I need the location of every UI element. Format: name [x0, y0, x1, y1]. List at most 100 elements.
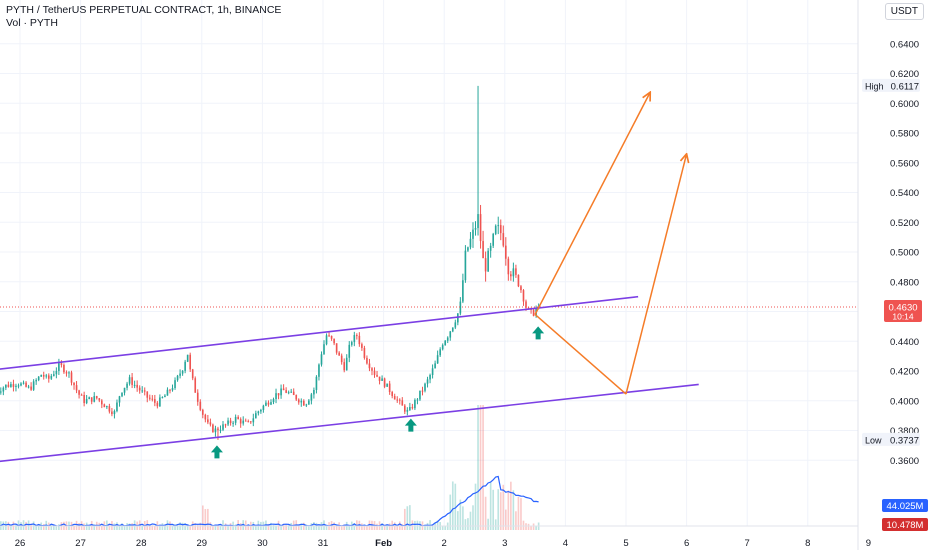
candle-body [40, 374, 43, 377]
x-tick-label: 4 [563, 538, 568, 549]
volume-bar [27, 520, 30, 530]
candle-body [454, 322, 457, 328]
low-label-value: 0.3737 [890, 435, 919, 446]
candle-body [512, 268, 515, 277]
y-tick-label: 0.5400 [890, 188, 919, 199]
volume-bar [325, 525, 328, 530]
candle-body [113, 411, 116, 415]
volume-bar [459, 499, 462, 530]
volume-bar [53, 525, 55, 530]
volume-bar [323, 520, 325, 530]
low-label-bg [862, 432, 920, 446]
candle-body [398, 399, 401, 401]
volume-bar [275, 525, 277, 530]
symbol-title[interactable]: PYTH / TetherUS PERPETUAL CONTRACT, 1h, … [6, 4, 282, 16]
candle-body [497, 225, 500, 227]
candle-body [262, 405, 265, 410]
candle-body [244, 420, 247, 422]
candle-body [300, 400, 303, 403]
candle-body [396, 399, 399, 401]
volume-bar [484, 496, 487, 530]
volume-bar [189, 525, 192, 530]
candle-body [386, 383, 388, 387]
candle-body [313, 389, 315, 395]
high-label-bg [862, 78, 920, 92]
candle-body [484, 258, 487, 272]
volume-bar [154, 525, 156, 530]
volume-bar [151, 525, 154, 530]
volume-bar [161, 523, 164, 530]
volume-bar [310, 523, 313, 530]
volume-bar [234, 524, 237, 530]
candle-body [459, 301, 462, 314]
candle-body [171, 388, 174, 391]
volume-bar [93, 524, 96, 530]
volume-bar [363, 525, 366, 530]
candle-body [191, 369, 194, 379]
volume-bar [128, 523, 131, 530]
x-tick-label: 5 [623, 538, 628, 549]
volume-bar [214, 525, 217, 530]
volume-bar [108, 523, 111, 530]
candle-body [464, 250, 467, 281]
volume-bar [305, 524, 308, 530]
volume-bar [201, 505, 204, 530]
candle-body [186, 354, 189, 362]
volume-bar [517, 496, 520, 530]
volume-bar [406, 506, 409, 530]
volume-bar [184, 523, 186, 530]
candle-body [217, 428, 219, 431]
upper-channel-line [0, 295, 639, 370]
candle-body [121, 392, 123, 397]
candle-body [479, 214, 482, 242]
volume-bar [229, 523, 232, 530]
support-arrow-3 [532, 326, 545, 340]
drawings [0, 92, 858, 463]
currency-selector[interactable]: USDT [884, 3, 924, 20]
volume-bar [512, 490, 515, 530]
candle-body [25, 382, 27, 387]
candle-body [209, 422, 212, 425]
candle-body [335, 343, 338, 353]
volume-bar [297, 525, 300, 530]
volume-bar [194, 523, 197, 530]
candle-body [53, 374, 55, 376]
candle-body [222, 424, 224, 430]
candle-body [525, 301, 527, 308]
candle-body [434, 363, 436, 369]
volume-bar [464, 519, 467, 530]
volume-bar [340, 525, 343, 530]
volume-bar [492, 489, 495, 530]
candle-body [292, 391, 295, 396]
volume-bar [113, 523, 116, 530]
candle-body [118, 396, 121, 403]
candle-body [63, 364, 65, 373]
candle-body [106, 406, 108, 408]
candle-body [232, 422, 234, 424]
candle-body [196, 392, 199, 402]
y-tick-label: 0.6200 [890, 69, 919, 80]
candle-body [151, 398, 154, 400]
candle-body [141, 390, 144, 392]
volume-bar [530, 525, 532, 530]
volume-bar [409, 505, 411, 530]
low-label-label: Low [865, 435, 882, 445]
volume-bar [10, 525, 12, 530]
candle-body [161, 397, 164, 399]
low-label: Low 0.3737 [862, 432, 920, 446]
volume-bar [204, 509, 207, 530]
y-tick-label: 0.6000 [890, 99, 919, 110]
candle-body [348, 344, 351, 358]
volume-bar [527, 523, 530, 530]
y-tick-label: 0.5200 [890, 218, 919, 229]
volume-bar [494, 519, 497, 530]
projection-arrow-up-2 [625, 154, 687, 395]
volume-indicator-label[interactable]: Vol · PYTH [6, 17, 58, 29]
candle-body [42, 374, 45, 377]
high-label: High 0.6117 [862, 78, 920, 92]
chart-legend: PYTH / TetherUS PERPETUAL CONTRACT, 1h, … [6, 4, 281, 30]
countdown-timer: 10:14 [892, 312, 914, 322]
